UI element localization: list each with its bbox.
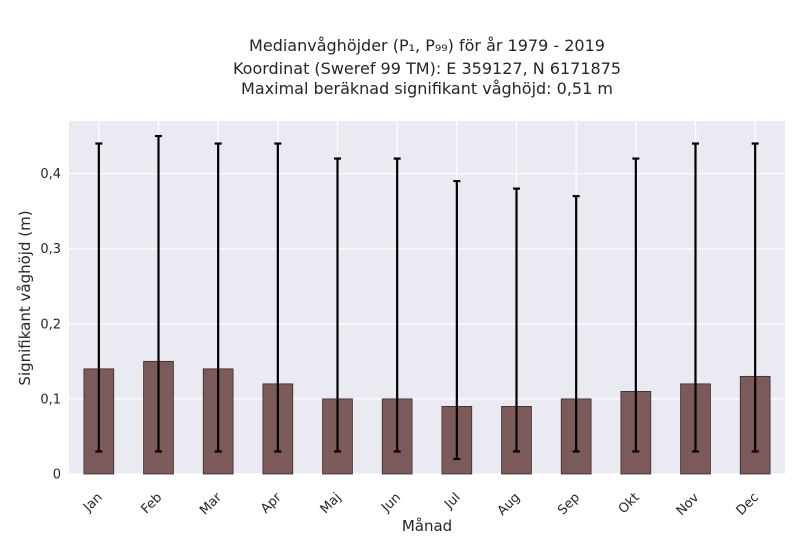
y-axis-ticks: 0 0,1 0,2 0,3 0,4 <box>40 167 61 482</box>
x-tick-label: Jan <box>80 490 105 515</box>
x-tick-label: Aug <box>495 490 524 519</box>
y-tick-label: 0,2 <box>40 317 61 332</box>
y-tick-label: 0 <box>53 468 61 483</box>
x-tick-label: Jul <box>441 490 463 512</box>
x-tick-label: Sep <box>555 490 583 518</box>
x-axis-label: Månad <box>402 517 452 535</box>
x-tick-label: Mar <box>197 490 225 518</box>
x-tick-label: Feb <box>138 490 165 517</box>
plot-area <box>69 121 785 474</box>
x-tick-label: Maj <box>318 490 345 517</box>
title-line-3: Maximal beräknad signifikant våghöjd: 0,… <box>241 79 613 98</box>
x-tick-label: Jun <box>378 490 404 516</box>
chart-title: Medianvåghöjder (P₁, P₉₉) för år 1979 - … <box>233 36 621 98</box>
x-tick-label: Okt <box>616 490 643 517</box>
y-axis-label: Signifikant våghöjd (m) <box>16 210 34 385</box>
x-tick-label: Apr <box>258 490 285 517</box>
title-line-2: Koordinat (Sweref 99 TM): E 359127, N 61… <box>233 59 621 78</box>
y-tick-label: 0,3 <box>40 242 61 257</box>
error-bars <box>95 134 759 461</box>
title-line-1: Medianvåghöjder (P₁, P₉₉) för år 1979 - … <box>249 36 605 55</box>
x-tick-label: Dec <box>734 490 762 518</box>
y-tick-label: 0,4 <box>40 167 61 182</box>
x-tick-label: Nov <box>674 490 703 519</box>
x-axis-ticks: Jan Feb Mar Apr Maj Jun Jul Aug Sep Okt Nov Dec <box>80 490 762 519</box>
y-tick-label: 0,1 <box>40 392 61 407</box>
